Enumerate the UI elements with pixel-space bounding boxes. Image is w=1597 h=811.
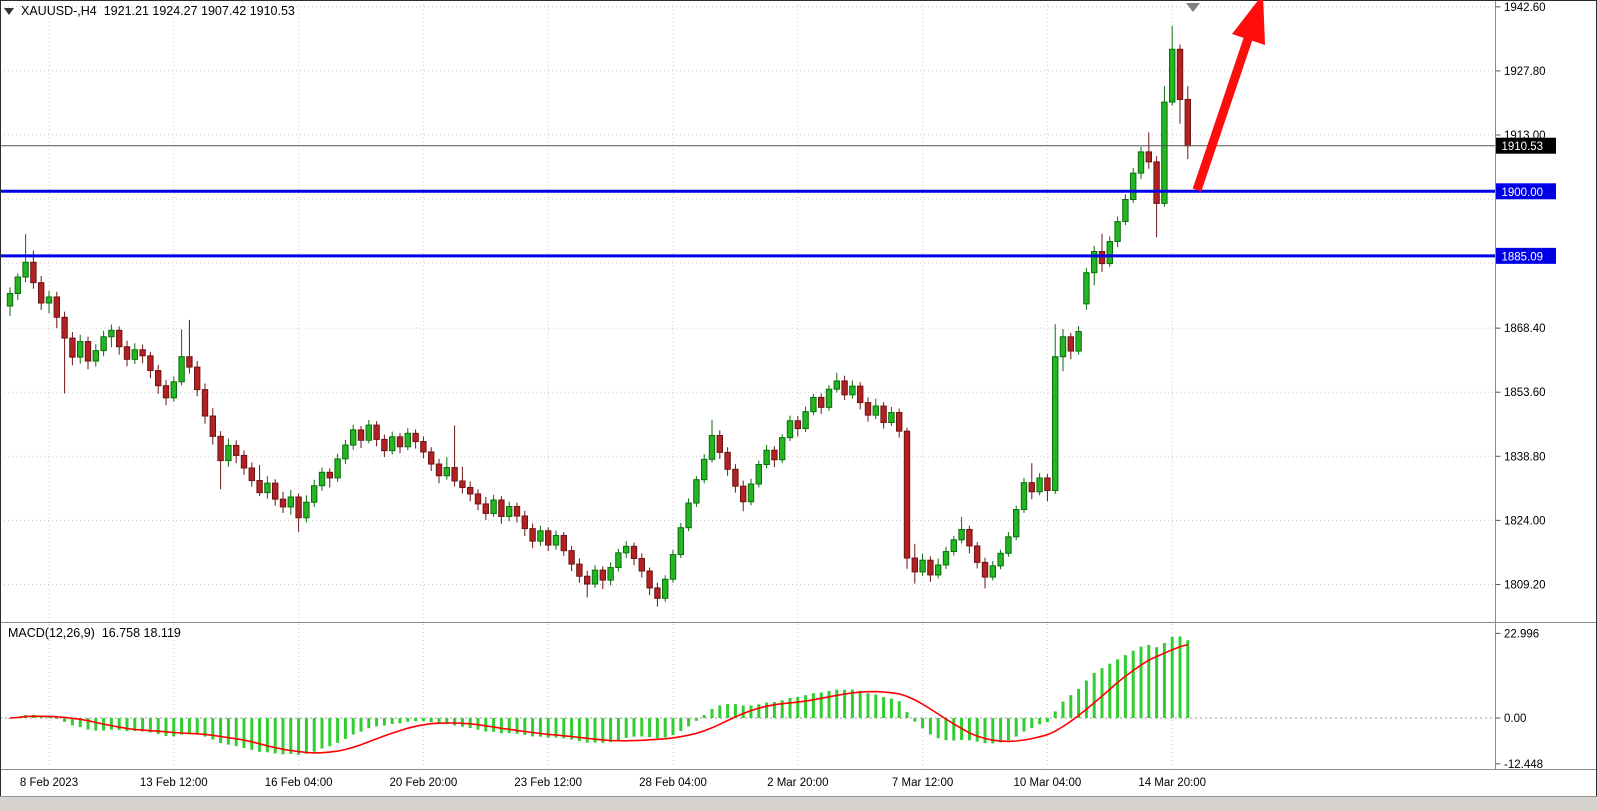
macd-signal-line: [9, 643, 1189, 754]
price-axis-label: 1809.20: [1504, 579, 1546, 591]
macd-axis-label: 22.996: [1504, 628, 1539, 640]
up-arrow-annotation[interactable]: [1192, 0, 1265, 192]
current-price-badge: 1910.53: [1496, 137, 1556, 154]
price-axis-label: 1824.00: [1504, 515, 1546, 527]
time-axis-label: 14 Mar 20:00: [1138, 777, 1206, 789]
level-price-badge-1885.09: 1885.09: [1496, 247, 1556, 264]
time-axis-label: 16 Feb 04:00: [265, 777, 333, 789]
time-axis-label: 7 Mar 12:00: [892, 777, 953, 789]
macd-axis[interactable]: 22.996 0.00 -12.448: [1495, 628, 1544, 771]
svg-text:1885.09: 1885.09: [1502, 251, 1544, 263]
time-axis-label: 28 Feb 04:00: [639, 777, 707, 789]
chart-shift-marker-icon[interactable]: [1186, 3, 1200, 12]
window-bottom-strip: [0, 796, 1597, 811]
grid: [0, 5, 1495, 769]
price-axis-label: 1942.60: [1504, 2, 1546, 14]
price-axis-label: 1853.60: [1504, 387, 1546, 399]
svg-text:1910.53: 1910.53: [1502, 141, 1544, 153]
time-axis-label: 10 Mar 04:00: [1014, 777, 1082, 789]
price-axis-label: 1868.40: [1504, 323, 1546, 335]
time-axis-label: 8 Feb 2023: [20, 777, 78, 789]
level-price-badge-1900.00: 1900.00: [1496, 183, 1556, 200]
price-axis[interactable]: 1942.601927.801913.001868.401853.601838.…: [1495, 2, 1546, 592]
svg-text:1900.00: 1900.00: [1502, 187, 1544, 199]
macd-histogram: [8, 636, 1190, 755]
time-axis-label: 20 Feb 20:00: [390, 777, 458, 789]
time-axis-label: 2 Mar 20:00: [767, 777, 828, 789]
time-axis[interactable]: 8 Feb 2023 13 Feb 12:00 16 Feb 04:00 20 Feb…: [20, 777, 1206, 789]
macd-axis-label: 0.00: [1504, 713, 1526, 725]
time-axis-label: 13 Feb 12:00: [140, 777, 208, 789]
candlestick-series: [6, 25, 1191, 607]
time-axis-label: 23 Feb 12:00: [514, 777, 582, 789]
price-axis-label: 1838.80: [1504, 451, 1546, 463]
price-axis-label: 1927.80: [1504, 66, 1546, 78]
macd-axis-label: -12.448: [1504, 759, 1543, 771]
